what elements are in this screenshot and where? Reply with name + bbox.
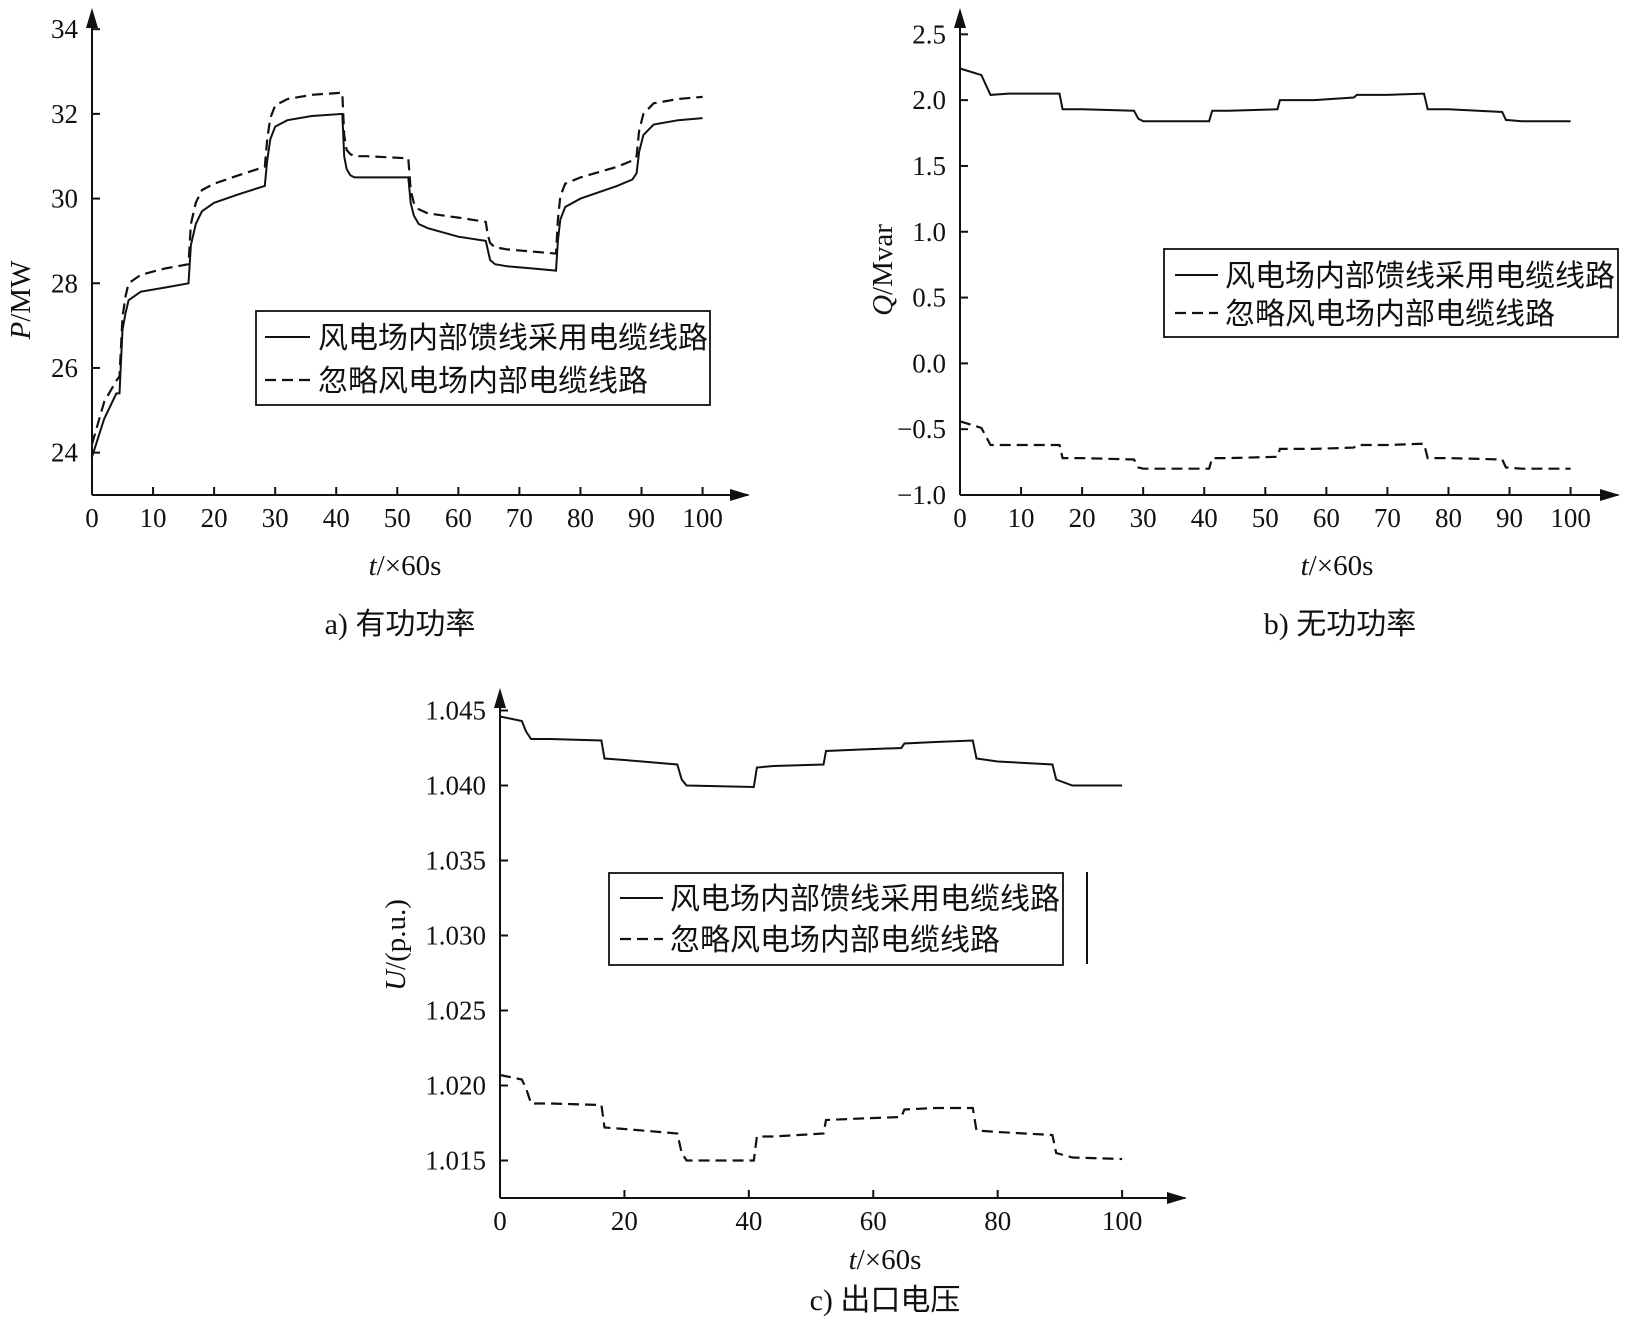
panel-c-x-axis-label: t/×60s: [849, 1244, 922, 1276]
panel-b-y-axis-arrow: [954, 8, 966, 28]
panel-c-y-tick-label: 1.015: [425, 1146, 486, 1176]
panel-c-y-tick-label: 1.045: [425, 696, 486, 726]
panel-a-x-tick-label: 100: [682, 503, 723, 533]
panel-a-axes: [86, 8, 750, 501]
panel-c-y-axis-label: U/(p.u.): [380, 899, 412, 991]
panel-c-x-tick-label: 80: [984, 1206, 1011, 1236]
panel-b-ticks: 0 10 20 30 40 50 60 70 80 90 100 −1.0 −0.5 0.0 0.5 1.0 1…: [897, 19, 1591, 533]
panel-b-y-tick-label: 2.0: [912, 85, 946, 115]
panel-b-x-tick-label: 50: [1252, 503, 1279, 533]
panel-b-y-tick-label: 1.5: [912, 151, 946, 181]
panel-b-series: [959, 67, 1571, 470]
panel-c-legend: 风电场内部馈线采用电缆线路 忽略风电场内部电缆线路: [608, 872, 1088, 966]
panel-a-x-tick-label: 0: [85, 503, 99, 533]
panel-c-legend-entry-1: 风电场内部馈线采用电缆线路: [670, 883, 1060, 916]
panel-a-y-tick-label: 28: [51, 268, 78, 298]
panel-b-y-tick-label: 0.5: [912, 283, 946, 313]
panel-b-x-tick-label: 100: [1550, 503, 1591, 533]
panel-a-x-tick-label: 10: [140, 503, 167, 533]
panel-c-ticks: 0 20 40 60 80 100 1.015 1.020 1.025 1.030 1.035 1.0…: [425, 696, 1142, 1237]
panel-b-x-tick-label: 80: [1435, 503, 1462, 533]
panel-a-y-axis-label: P/MW: [5, 260, 37, 341]
panel-a-y-axis-arrow: [86, 8, 98, 28]
panel-c-y-tick-label: 1.030: [425, 921, 486, 951]
panel-a-x-tick-label: 80: [567, 503, 594, 533]
panel-b-y-tick-label: −0.5: [897, 414, 946, 444]
panel-a-x-tick-label: 60: [445, 503, 472, 533]
panel-a-ticks: 0 10 20 30 40 50 60 70 80 90 100 24 26 28 30 32 34: [51, 14, 723, 533]
panel-b-legend-entry-2: 忽略风电场内部电缆线路: [1225, 298, 1555, 331]
panel-a-x-axis-label: t/×60s: [369, 550, 442, 582]
panel-b-x-tick-label: 10: [1008, 503, 1035, 533]
panel-b-y-tick-label: 1.0: [912, 217, 946, 247]
panel-b-y-tick-label: 0.0: [912, 348, 946, 378]
panel-a-y-tick-label: 24: [51, 438, 79, 468]
panel-b-legend-box: [1163, 248, 1619, 338]
panel-b-y-tick-label: −1.0: [897, 480, 946, 510]
panel-b-x-tick-label: 20: [1069, 503, 1096, 533]
panel-a-x-tick-label: 70: [506, 503, 533, 533]
panel-a-y-tick-label: 30: [51, 184, 78, 214]
panel-a-x-tick-label: 90: [628, 503, 655, 533]
panel-c-y-tick-label: 1.035: [425, 846, 486, 876]
panel-c-legend-box: [608, 872, 1064, 966]
panel-c-outlet-voltage: 0 20 40 60 80 100 1.015 1.020 1.025 1.030 1.035 1.0…: [380, 688, 1187, 1317]
panel-c-series-with-cable: [499, 715, 1123, 789]
panel-b-x-axis-arrow: [1600, 489, 1620, 501]
panel-a-caption: a) 有功功率: [325, 608, 476, 641]
panel-c-series-ignore-cable: [499, 1073, 1123, 1162]
panel-c-y-tick-label: 1.025: [425, 996, 486, 1026]
panel-c-y-tick-label: 1.040: [425, 771, 486, 801]
panel-a-series-with-cable: [91, 112, 703, 458]
panel-a-x-tick-label: 40: [323, 503, 350, 533]
panel-c-series: [499, 715, 1123, 1162]
panel-c-x-tick-label: 40: [735, 1206, 762, 1236]
panel-b-y-tick-label: 2.5: [912, 19, 946, 49]
panel-a-x-tick-label: 20: [201, 503, 228, 533]
panel-c-x-tick-label: 100: [1102, 1206, 1143, 1236]
panel-b-x-tick-label: 40: [1191, 503, 1218, 533]
panel-b-legend-entry-1: 风电场内部馈线采用电缆线路: [1225, 260, 1615, 293]
panel-b-series-with-cable: [959, 67, 1571, 123]
panel-b-x-tick-label: 90: [1496, 503, 1523, 533]
panel-b-legend: 风电场内部馈线采用电缆线路 忽略风电场内部电缆线路: [1163, 248, 1619, 338]
panel-a-x-tick-label: 50: [384, 503, 411, 533]
panel-b-x-axis-label: t/×60s: [1301, 550, 1374, 582]
panel-a-series: [90, 91, 703, 458]
panel-b-x-tick-label: 0: [953, 503, 967, 533]
panel-a-y-tick-label: 32: [51, 99, 78, 129]
panel-a-y-tick-label: 34: [51, 14, 79, 44]
panel-b-x-tick-label: 60: [1313, 503, 1340, 533]
panel-b-caption: b) 无功功率: [1264, 608, 1417, 641]
panel-a-x-axis-arrow: [730, 489, 750, 501]
panel-c-x-axis-arrow: [1167, 1192, 1187, 1204]
panel-a-legend: 风电场内部馈线采用电缆线路 忽略风电场内部电缆线路: [255, 310, 711, 406]
panel-b-reactive-power: 0 10 20 30 40 50 60 70 80 90 100 −1.0 −0.5 0.0 0.5 1.0 1…: [867, 8, 1620, 641]
panel-c-y-axis-arrow: [494, 688, 506, 708]
panel-a-y-tick-label: 26: [51, 353, 78, 383]
panel-a-legend-box: [255, 310, 711, 406]
panel-c-x-tick-label: 60: [860, 1206, 887, 1236]
panel-a-series-ignore-cable: [90, 91, 703, 445]
panel-c-x-tick-label: 20: [611, 1206, 638, 1236]
panel-c-legend-entry-2: 忽略风电场内部电缆线路: [670, 924, 1000, 957]
panel-a-legend-entry-1: 风电场内部馈线采用电缆线路: [318, 322, 708, 355]
panel-b-axes: [954, 8, 1620, 501]
panel-b-series-ignore-cable: [959, 420, 1571, 470]
panel-b-y-axis-label: Q/Mvar: [867, 224, 899, 316]
panel-c-caption: c) 出口电压: [810, 1284, 961, 1317]
panel-a-x-tick-label: 30: [262, 503, 289, 533]
panel-c-y-tick-label: 1.020: [425, 1071, 486, 1101]
panel-b-x-tick-label: 70: [1374, 503, 1401, 533]
panel-b-x-tick-label: 30: [1130, 503, 1157, 533]
panel-c-x-tick-label: 0: [493, 1206, 507, 1236]
panel-c-axes: [494, 688, 1187, 1204]
panel-a-legend-entry-2: 忽略风电场内部电缆线路: [318, 365, 648, 398]
